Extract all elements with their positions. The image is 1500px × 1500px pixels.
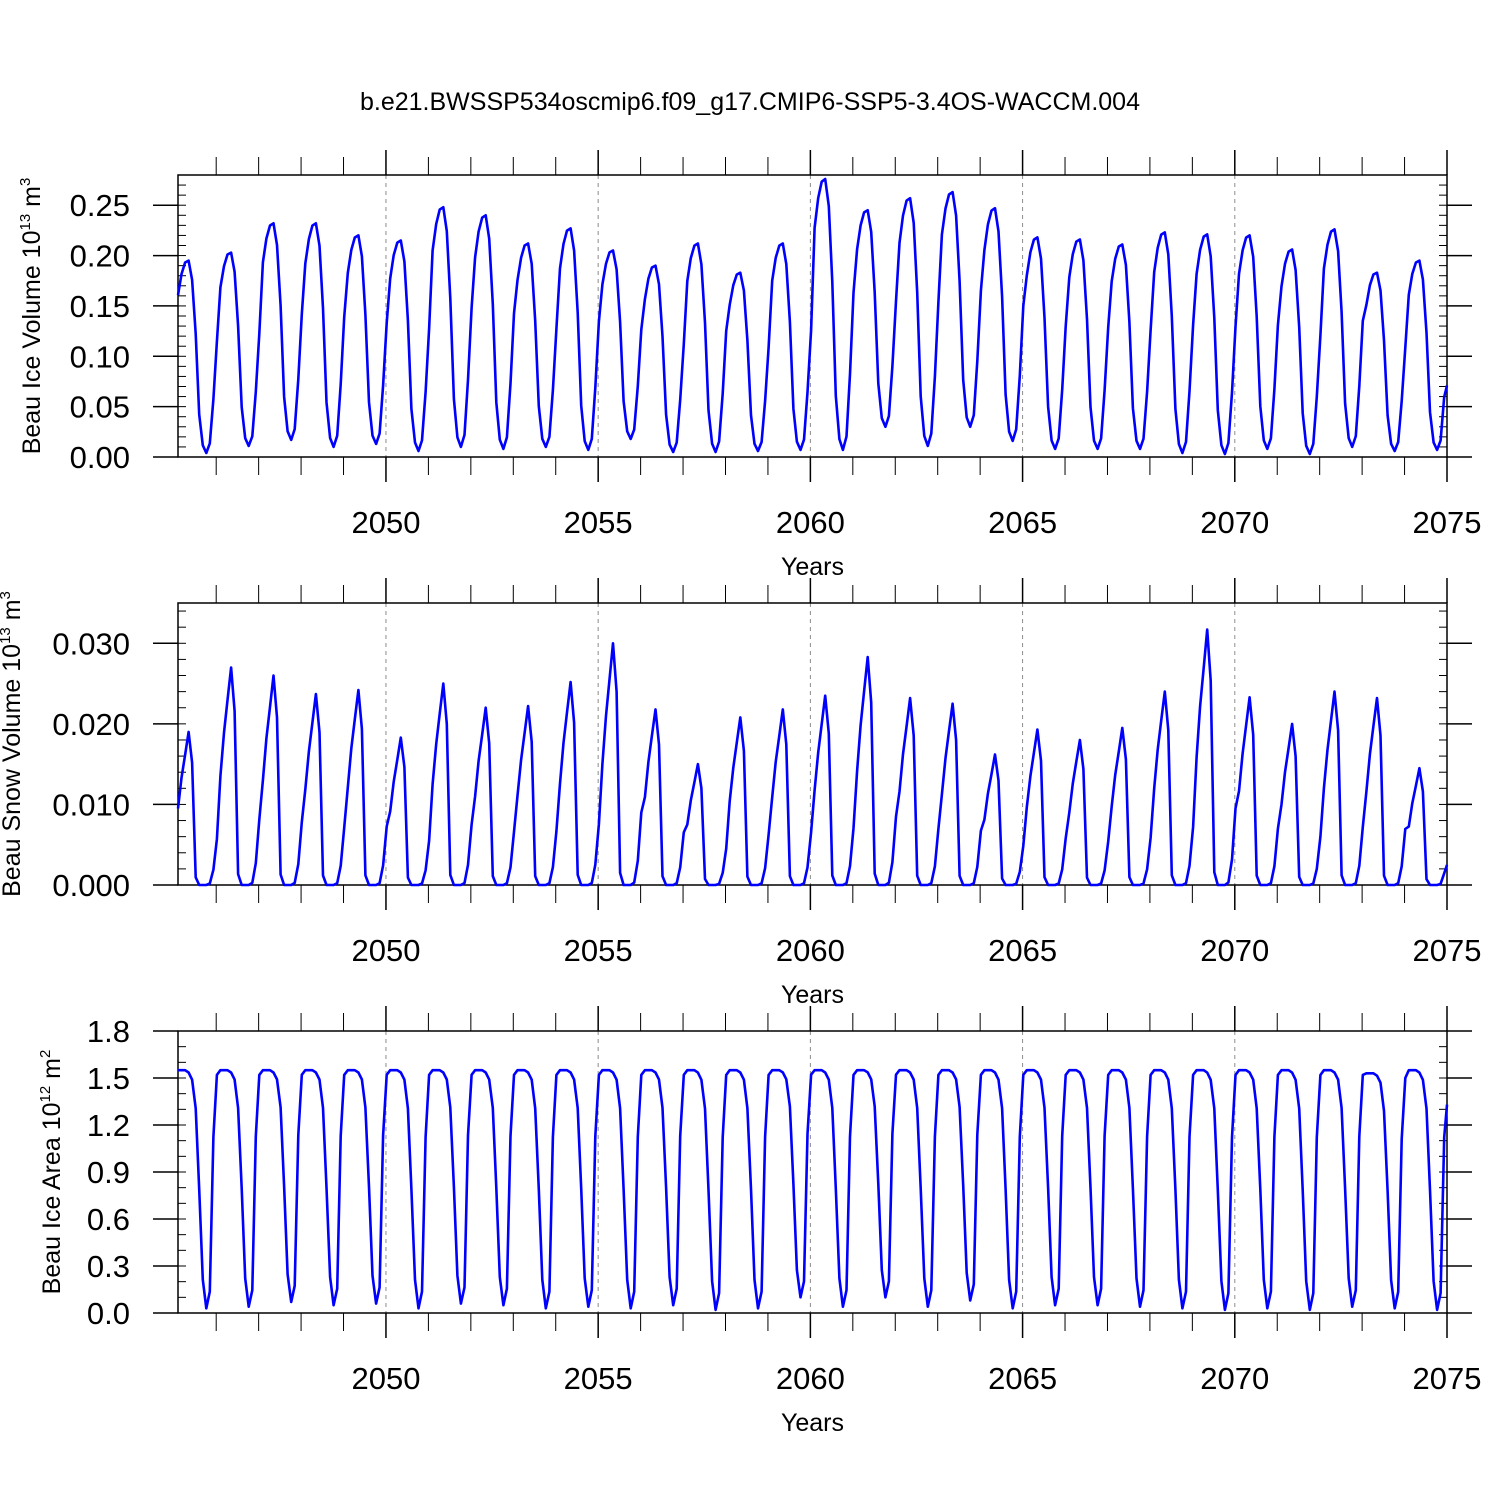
x-tick-label: 2065 [988,505,1057,540]
y-tick-labels: 0.0 0.3 0.6 0.9 1.2 1.5 1.8 [87,1014,130,1331]
x-tick-label: 2050 [351,1361,420,1396]
ice-volume-panel: 0.00 0.05 0.10 0.15 0.20 0.25 2050 2055 2060 206… [17,150,1481,581]
x-tick-label: 2060 [776,1361,845,1396]
y-title-unit: m [18,186,46,214]
x-tick-label: 2055 [564,505,633,540]
y-tick-label: 0.25 [70,188,130,223]
x-tick-label: 2075 [1413,1361,1482,1396]
y-title-main: Beau Ice Volume 10 [18,231,46,455]
series-line [178,1068,1449,1312]
y-tick-label: 0.20 [70,239,130,274]
x-tick-label: 2055 [564,933,633,968]
y-title-main: Beau Snow Volume 10 [0,644,26,897]
snow-volume-panel: 0.000 0.010 0.020 0.030 2050 2055 2060 2065 207… [0,578,1481,1009]
y-tick-label: 0.020 [52,707,130,742]
y-tick-label: 1.8 [87,1014,130,1049]
y-title-exp: 13 [17,214,34,231]
x-tick-label: 2075 [1413,933,1482,968]
x-tick-label: 2060 [776,933,845,968]
plot-frame [177,1030,1448,1314]
ice-area-panel: 0.00.30.60.91.21.51.8 2050 2055 2060 2065 20… [37,1006,1481,1437]
y-tick-label: 0.6 [87,1202,130,1237]
y-title-exp: 12 [37,1086,54,1103]
y-tick-labels: 0.000 0.010 0.020 0.030 [52,626,130,903]
series-line [176,628,1449,887]
y-title-main: Beau Ice Area 10 [38,1103,66,1295]
y-title-unit-exp: 3 [17,178,34,186]
x-tick-label: 2070 [1200,1361,1269,1396]
y-axis-title: Beau Snow Volume 1013 m3 [0,591,26,897]
x-tick-labels: 2050 2055 2060 2065 2070 2075 [351,1361,1481,1396]
y-tick-label: 0.3 [87,1249,130,1284]
plot-frame [177,602,1448,886]
y-tick-label: 0.000 [52,868,130,903]
y-tick-labels: 0.00 0.05 0.10 0.15 0.20 0.25 [70,188,130,475]
y-tick-label: 0.15 [70,289,130,324]
x-tick-label: 2070 [1200,505,1269,540]
plot-frame [177,174,1448,458]
series-layer [176,628,1449,887]
x-tick-labels: 2050 2055 2060 2065 2070 2075 [351,933,1481,968]
x-axis-title: Years [781,1409,844,1437]
axis-ticks [153,578,1472,910]
x-tick-label: 2060 [776,505,845,540]
y-tick-label: 1.5 [87,1061,130,1096]
series-layer [178,1068,1449,1312]
x-tick-label: 2050 [351,505,420,540]
y-tick-label: 0.00 [70,440,130,475]
grid-lines [385,175,1236,457]
series-line [176,177,1449,456]
x-axis-title: Years [781,553,844,581]
y-axis-title: Beau Ice Area 1012 m2 [37,1050,66,1295]
y-title-unit: m [0,599,26,627]
y-tick-label: 0.010 [52,787,130,822]
x-tick-label: 2050 [351,933,420,968]
x-tick-labels: 2050 2055 2060 2065 2070 2075 [351,505,1481,540]
y-tick-label: 0.05 [70,390,130,425]
y-tick-label: 0.0 [87,1296,130,1331]
x-tick-label: 2075 [1413,505,1482,540]
grid-lines [385,1031,1236,1313]
y-tick-label: 1.2 [87,1108,130,1143]
x-tick-label: 2065 [988,1361,1057,1396]
y-title-unit-exp: 3 [0,591,14,599]
y-tick-label: 0.030 [52,626,130,661]
y-tick-label: 0.10 [70,339,130,374]
x-tick-label: 2070 [1200,933,1269,968]
x-tick-label: 2065 [988,933,1057,968]
figure-title: b.e21.BWSSP534oscmip6.f09_g17.CMIP6-SSP5… [360,88,1140,116]
x-axis-title: Years [781,981,844,1009]
y-title-unit: m [38,1058,66,1086]
axis-ticks [153,150,1472,482]
y-axis-title: Beau Ice Volume 1013 m3 [17,178,46,455]
y-title-unit-exp: 2 [37,1050,54,1058]
series-layer [176,177,1449,456]
y-title-exp: 13 [0,627,14,644]
x-tick-label: 2055 [564,1361,633,1396]
y-tick-label: 0.9 [87,1155,130,1190]
